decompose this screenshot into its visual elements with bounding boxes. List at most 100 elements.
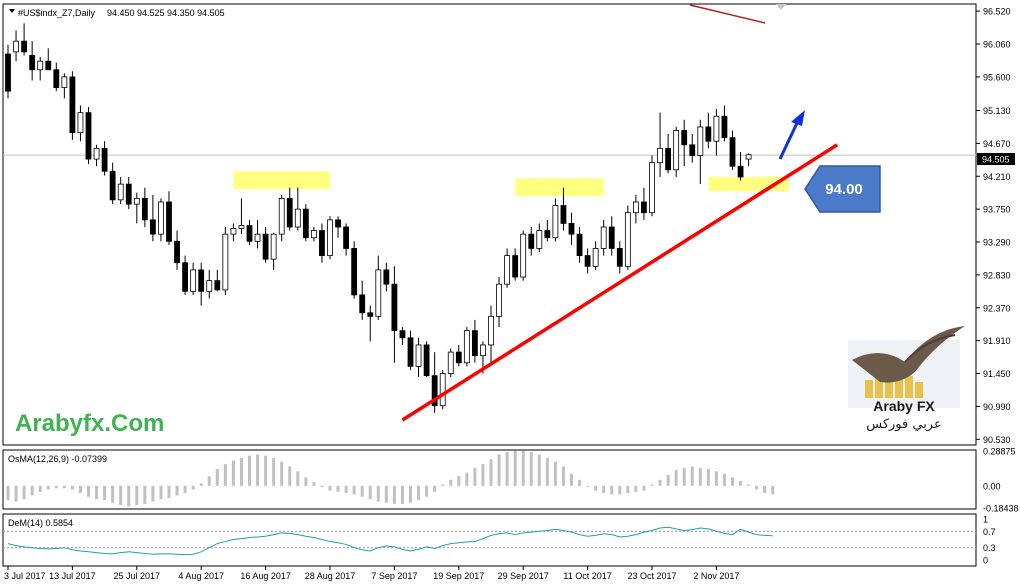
candle [608,216,615,256]
time-tick-label: 3 Jul 2017 [4,571,46,581]
osma-bar [698,467,702,486]
time-tick-label: 25 Jul 2017 [114,571,161,581]
candle [158,198,164,242]
candle [278,194,285,242]
candle [737,151,744,181]
osma-bar [392,485,396,504]
osma-bar [103,485,107,501]
candle [721,105,728,142]
candle [584,248,591,274]
dem-tick-label: 1 [983,515,988,525]
candle [689,134,696,163]
candle [488,305,494,363]
osma-bar [312,482,316,486]
osma-bar [78,485,82,494]
osma-tick-label: -0.18438 [983,504,1019,514]
candle [294,187,301,231]
osma-bar [199,483,203,486]
candle [53,62,60,92]
osma-bar [586,485,590,487]
candle [319,223,325,263]
candle [182,255,189,295]
osma-bar [465,472,469,486]
osma-bar [14,485,18,502]
osma-bar [38,485,42,492]
osma-bar [409,485,412,503]
candle [729,130,736,170]
osma-bar [489,459,493,486]
candle [649,155,655,217]
candle [592,241,599,270]
osma-bar [119,485,123,506]
time-tick-label: 2 Nov 2017 [693,571,739,581]
price-tick-label: 94.210 [983,172,1011,182]
osma-bar [706,468,710,486]
osma-bar [763,485,767,494]
osma-bar [650,484,654,486]
osma-bar [425,485,429,497]
osma-bar [272,458,276,486]
osma-bar [344,485,348,494]
osma-bar [739,481,743,486]
candle [343,223,350,256]
candle [238,198,245,235]
candle [496,277,502,328]
candle [705,112,712,149]
price-tick-label: 93.290 [983,238,1011,248]
candle [85,106,92,165]
candle [439,369,446,410]
dem-tick-label: 0 [983,556,988,566]
osma-bar [6,485,10,501]
osma-bar [368,485,372,500]
top-arrow-marker [776,4,786,10]
price-tick-label: 96.520 [983,7,1011,17]
osma-bar [70,485,74,490]
candle [399,327,406,345]
osma-bar [610,485,614,495]
candle [270,232,277,270]
candle [463,327,470,367]
candle [302,204,309,242]
osma-bar [304,477,308,486]
candle [327,216,333,260]
osma-bar [159,485,163,500]
osma-bar [642,485,646,491]
time-tick-label: 16 Aug 2017 [240,571,291,581]
dem-levels [3,530,976,549]
candle [109,162,116,205]
candles-group [5,23,752,413]
osma-tick-label: 0.28875 [983,447,1016,457]
osma-bar [497,454,501,486]
osma-histogram [6,450,775,507]
candle [125,176,132,210]
candle [745,153,752,167]
candle [335,216,341,238]
osma-bar [449,479,453,486]
candle [681,119,688,167]
osma-bar [513,450,517,486]
candle [141,187,148,228]
support-trendline [401,143,839,422]
candle [117,176,124,205]
osma-bar [143,485,147,504]
osma-bar [578,479,582,486]
time-tick-label: 4 Aug 2017 [178,571,224,581]
dem-label: DeM(14) 0.5854 [8,518,73,528]
osma-bar [167,485,171,498]
candle [13,30,19,62]
candle [206,269,213,299]
main-panel-frame [2,3,977,446]
support-zone [515,178,604,197]
osma-bar [602,485,606,494]
candle [471,319,478,363]
price-tick-label: 91.450 [983,369,1011,379]
osma-bar [288,466,292,486]
support-zones [233,171,789,197]
osma-bar [95,485,99,500]
candle [93,144,100,167]
osma-bar [561,466,565,486]
osma-bar [280,461,284,486]
price-tick-label: 92.370 [983,303,1011,313]
bullish-arrow [778,110,805,160]
